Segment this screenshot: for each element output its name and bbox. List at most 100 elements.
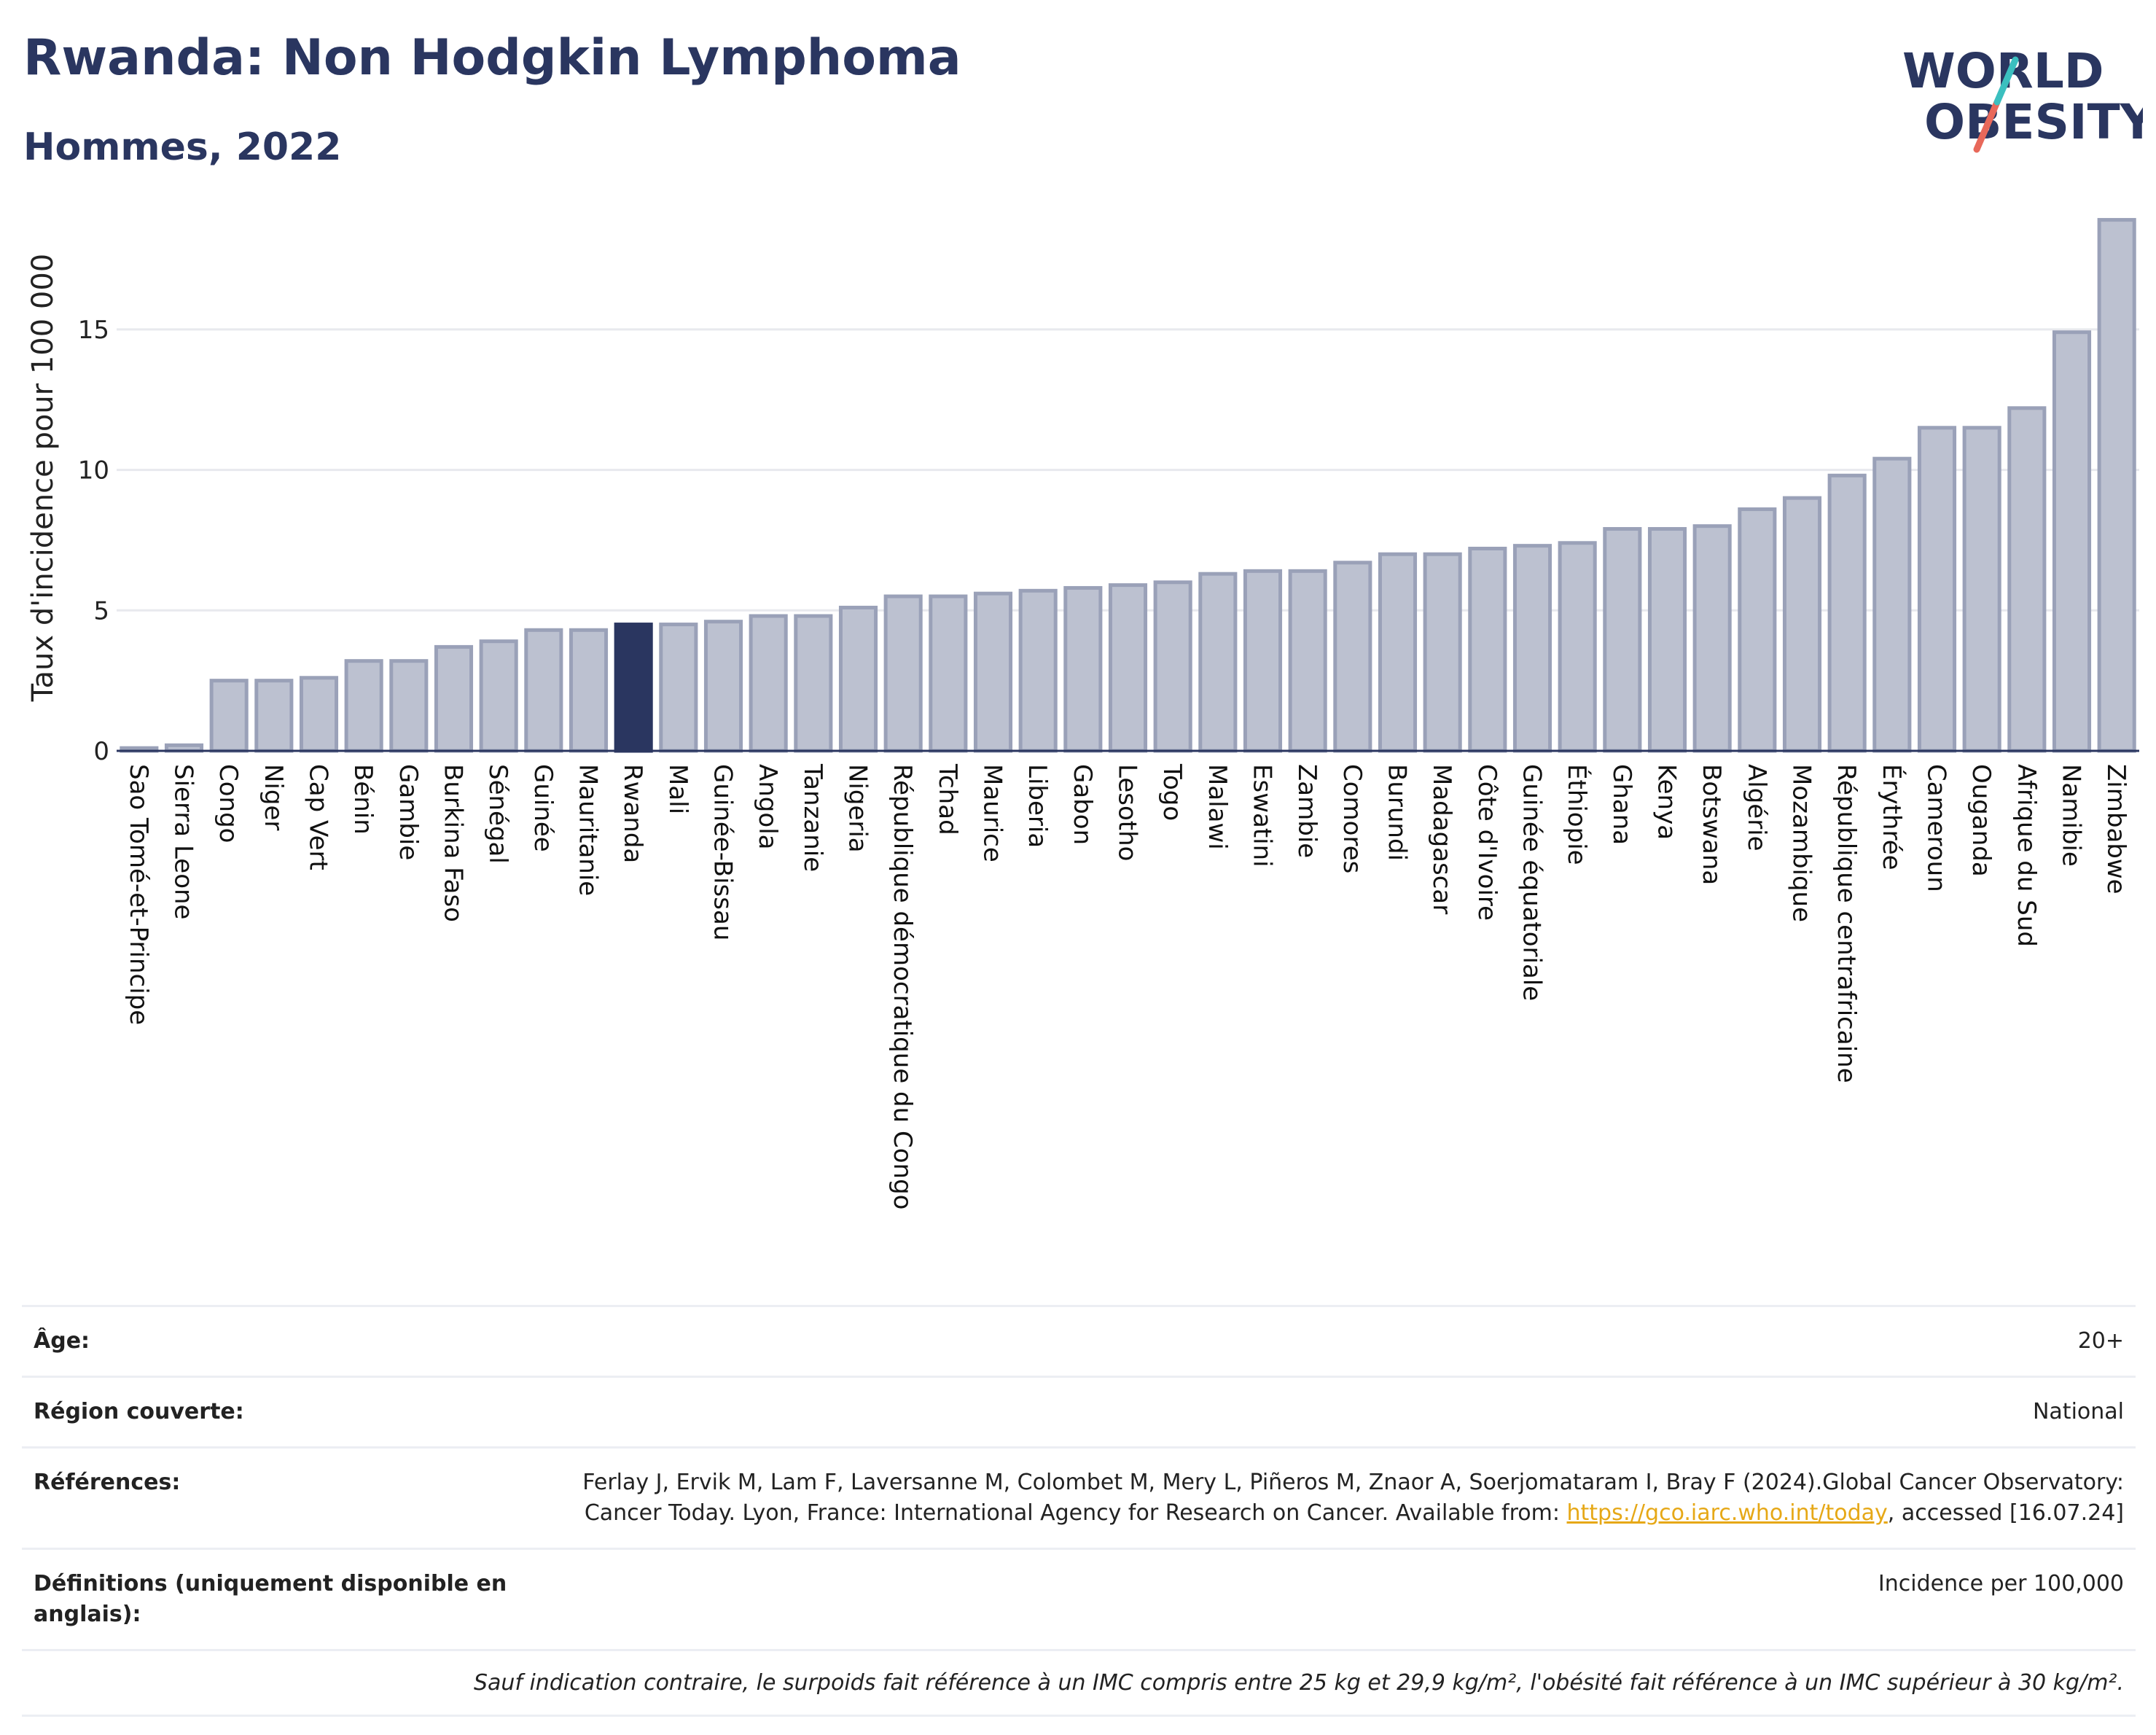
x-tick-label: Cap Vert [304,764,333,870]
bar-Kenya [1647,527,1687,753]
x-tick-label: Guinée équatoriale [1518,764,1547,1001]
x-tick-label: Cameroun [1922,764,1951,892]
y-tick-labels: 0 5 10 15 [78,316,109,766]
world-obesity-logo: WORLD OBESITY [1902,43,2143,153]
x-tick-label: Rwanda [618,764,647,863]
bar-Burundi [1378,552,1418,753]
x-tick-label: Tchad [933,763,962,835]
bar-Guinée-Bissau [703,620,743,753]
x-tick-label: Malawi [1203,764,1232,850]
x-tick-label: Algérie [1742,764,1771,851]
x-tick-label: Kenya [1652,764,1682,840]
x-tick-label: Zimbabwe [2101,764,2130,894]
bar-Mauritanie [569,628,609,753]
bar-Lesotho [1108,583,1148,753]
x-tick-label: Sénégal [483,764,512,864]
x-tick-label: Botswana [1697,764,1726,885]
x-tick-label: Sao Tomé-et-Principe [124,764,153,1025]
x-tick-label: Guinée [528,764,558,852]
bar-Eswatini [1243,569,1283,753]
bar-Burkina Faso [434,644,474,753]
x-tick-label: République centrafricaine [1832,764,1861,1083]
x-tick-label: Congo [214,764,243,843]
bar-chart: 0 5 10 15 Sao Tomé-et-Principe Sierra Leone C… [26,218,2139,1209]
y-axis-label: Taux d'incidence pour 100 000 [26,254,60,702]
bar-Maurice [973,591,1013,753]
logo-slash-teal [1993,56,2019,106]
x-tick-label: Burundi [1383,764,1412,861]
bar-Algérie [1738,507,1777,753]
region-value: National [2032,1399,2124,1424]
x-tick-label: Éthiopie [1562,764,1592,865]
chart-subtitle: Hommes, 2022 [23,125,342,169]
bar-Namibie [2052,330,2092,753]
y-tick-label: 15 [78,316,109,345]
references-link[interactable]: https://gco.iarc.who.int/today [1566,1500,1888,1526]
definitions-value: Incidence per 100,000 [1878,1571,2124,1596]
bar-Rwanda [614,623,653,753]
region-label: Région couverte: [34,1399,244,1424]
y-tick-label: 0 [93,737,109,766]
meta-row-region: Région couverte: National [22,1376,2136,1446]
x-tick-label: République démocratique du Congo [888,764,917,1209]
bar-Tchad [929,594,968,753]
x-tick-label: Angola [753,764,782,849]
x-tick-label: Mozambique [1787,764,1816,922]
x-tick-label: Gambie [394,764,423,860]
bar-Botswana [1692,524,1732,753]
x-tick-label: Côte d'Ivoire [1472,764,1501,921]
x-tick-label: Madagascar [1427,764,1456,914]
x-tick-label: Bénin [348,764,378,835]
x-tick-label: Namibie [2057,764,2086,867]
bar-Comores [1333,561,1372,753]
bar-République démocratique du Congo [883,594,923,753]
bar-Niger [254,679,294,753]
metadata-table: Âge: 20+ Région couverte: National Référ… [22,1305,2136,1717]
bar-Gambie [389,659,429,753]
bar-Éthiopie [1558,541,1597,753]
bar-Togo [1153,580,1192,753]
meta-row-age: Âge: 20+ [22,1305,2136,1376]
references-value: Ferlay J, Ervik M, Lam F, Laversanne M, … [579,1467,2124,1529]
bar-Tanzanie [794,614,833,753]
bar-République centrafricaine [1827,473,1867,753]
bar-Liberia [1018,588,1058,753]
x-tick-label: Mauritanie [574,764,603,896]
x-tick-label: Ghana [1607,764,1636,845]
bar-Érythrée [1872,456,1912,753]
obesity-note: Sauf indication contraire, le surpoids f… [473,1670,2124,1696]
bar-Zimbabwe [2097,218,2136,753]
x-tick-label: Nigeria [843,764,872,853]
meta-row-note: Sauf indication contraire, le surpoids f… [22,1649,2136,1717]
bar-Cap Vert [299,676,339,753]
chart-title: Rwanda: Non Hodgkin Lymphoma [23,29,961,87]
bar-Cameroun [1917,426,1957,753]
x-tick-label: Niger [259,764,288,830]
x-tick-label: Sierra Leone [169,764,198,919]
bar-Côte d'Ivoire [1468,547,1507,753]
bar-Guinée [524,628,563,753]
x-tick-label: Maurice [978,764,1007,862]
bar-Mozambique [1782,496,1822,753]
x-tick-label: Tanzanie [798,763,827,872]
logo-slash-red [1973,98,2001,153]
logo-line2: OBESITY [1924,94,2143,150]
bar-Afrique du Sud [2007,406,2047,753]
x-tick-label: Lesotho [1113,764,1142,861]
meta-row-definitions: Définitions (uniquement disponible en an… [22,1548,2136,1649]
definitions-label: Définitions (uniquement disponible en an… [34,1571,507,1627]
bar-Zambie [1288,569,1327,753]
x-tick-label: Gabon [1068,764,1097,845]
x-tick-label: Afrique du Sud [2012,764,2041,947]
bar-Mali [659,623,698,753]
x-tick-label: Togo [1157,763,1187,821]
bar-Bénin [344,659,383,753]
references-label: Références: [34,1470,181,1495]
x-tick-label: Mali [663,764,692,814]
bar-Sénégal [479,639,518,753]
y-tick-label: 5 [93,596,109,625]
x-tick-label: Burkina Faso [439,764,468,922]
bar-Ouganda [1962,426,2001,753]
age-value: 20+ [2077,1328,2124,1354]
x-tick-label: Eswatini [1248,764,1277,868]
